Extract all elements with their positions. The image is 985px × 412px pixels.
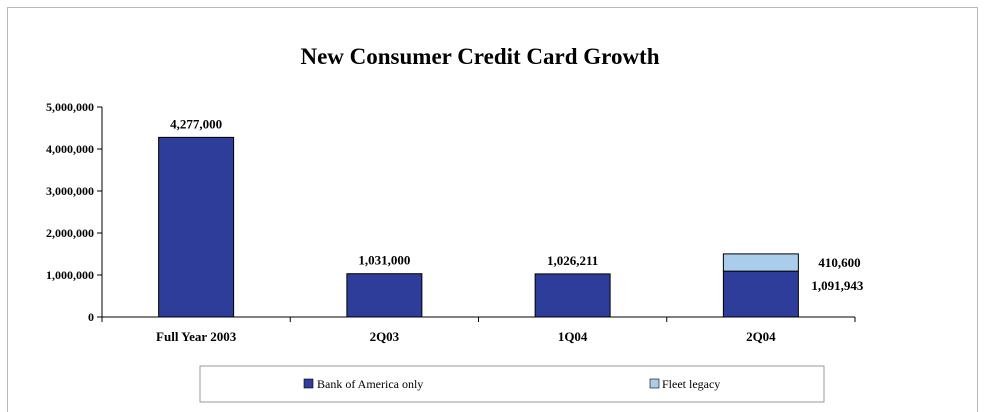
x-category-label: 2Q04	[746, 329, 776, 344]
y-axis: 0 1,000,000 2,000,000 3,000,000 4,000,000 5,0…	[46, 100, 103, 324]
data-label-fleet-legacy-2q04: 410,600	[818, 255, 860, 270]
bar-bank-of-america	[346, 273, 423, 318]
data-label-bank-of-america-2q04: 1,091,943	[811, 278, 864, 293]
x-axis: Full Year 2003 2Q03 1Q04 2Q04	[101, 316, 856, 344]
chart-frame	[7, 7, 978, 412]
legend-box	[199, 365, 825, 403]
y-tick-label: 2,000,000	[46, 226, 94, 240]
bars-group	[158, 136, 799, 318]
y-tick-label: 3,000,000	[46, 184, 94, 198]
legend-swatch-fleet-legacy	[649, 378, 660, 389]
bar-bank-of-america	[158, 136, 235, 318]
data-label: 1,031,000	[358, 253, 410, 268]
y-tick-label: 4,000,000	[46, 142, 94, 156]
y-tick-label: 5,000,000	[46, 100, 94, 114]
chart-title: New Consumer Credit Card Growth	[300, 44, 659, 69]
x-category-label: 2Q03	[370, 329, 400, 344]
bar-fleet-legacy	[722, 253, 799, 272]
bar-bank-of-america	[534, 273, 611, 318]
data-label: 1,026,211	[547, 253, 598, 268]
bar-bank-of-america	[722, 270, 799, 318]
x-category-label: Full Year 2003	[156, 329, 237, 344]
data-labels-group: 4,277,000 1,031,000 1,026,211 1,091,943 410,…	[170, 116, 864, 293]
data-label: 4,277,000	[170, 116, 222, 131]
x-category-label: 1Q04	[558, 329, 588, 344]
y-tick-label: 0	[88, 310, 94, 324]
legend-swatch-bank-of-america	[303, 378, 314, 389]
y-tick-label: 1,000,000	[46, 268, 94, 282]
legend-label-fleet-legacy: Fleet legacy	[662, 377, 720, 391]
legend-label-bank-of-america: Bank of America only	[317, 377, 423, 391]
